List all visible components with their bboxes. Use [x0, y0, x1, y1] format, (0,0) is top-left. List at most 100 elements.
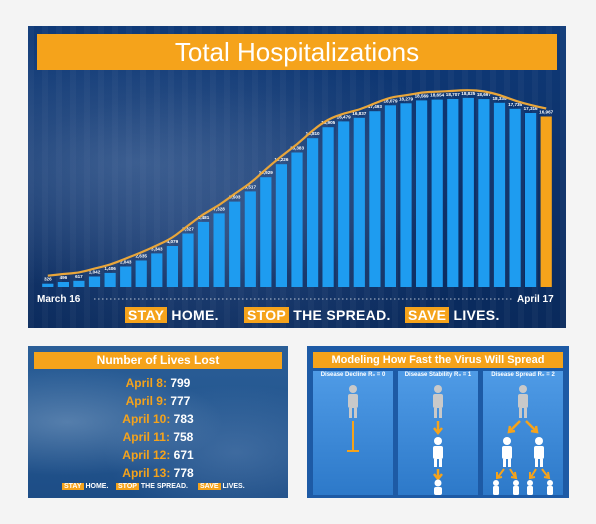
- person-icon: [433, 385, 443, 418]
- column-label: Disease Stability R₀ = 1: [404, 372, 472, 378]
- arrow-down-left-icon: [507, 420, 521, 434]
- slogan-highlight: STOP: [116, 483, 139, 490]
- bar-value-label: 2,043: [120, 260, 132, 265]
- bar: [493, 102, 506, 287]
- bar: [525, 113, 537, 287]
- lives-row: April 12: 671: [28, 448, 288, 462]
- bar-value-label: 17,493: [368, 104, 382, 109]
- slogan-stay-home: STAY HOME.: [125, 307, 219, 323]
- lives-title: Number of Lives Lost: [34, 352, 282, 369]
- spread-model-panel: Modeling How Fast the Virus Will Spread …: [307, 346, 569, 498]
- bar: [540, 116, 552, 287]
- slogan-highlight: SAVE: [405, 307, 450, 323]
- bar: [104, 272, 116, 287]
- bar-value-label: 16,837: [352, 111, 366, 116]
- arrow-down-right-icon: [509, 468, 518, 480]
- lives-value: 758: [173, 430, 194, 444]
- bar: [57, 282, 69, 287]
- person-icon: [433, 437, 443, 467]
- model-column-stability: Disease Stability R₀ = 1: [398, 371, 478, 495]
- bar-value-label: 4,079: [167, 239, 179, 244]
- arrow-down-right-icon: [541, 468, 551, 480]
- model-title: Modeling How Fast the Virus Will Spread: [313, 352, 563, 368]
- arrow-down-left-icon: [529, 468, 537, 480]
- bar: [73, 280, 85, 287]
- lives-date: April 13:: [122, 466, 171, 480]
- bar: [509, 108, 521, 287]
- lives-date: April 8:: [125, 376, 167, 390]
- bar-value-label: 12,226: [274, 157, 288, 162]
- bar: [151, 253, 163, 287]
- model-column-decline: Disease Decline R₀ = 0: [313, 371, 393, 495]
- arrow-down-icon: [433, 421, 443, 436]
- bar: [244, 191, 256, 287]
- bar: [431, 99, 443, 287]
- bar: [213, 213, 225, 287]
- person-icon: [434, 479, 442, 495]
- bar: [182, 233, 194, 287]
- bar-value-label: 5,327: [182, 227, 194, 232]
- person-icon: [493, 480, 499, 495]
- spread-diagram: [493, 385, 553, 495]
- bar: [384, 105, 396, 287]
- lives-value: 783: [173, 412, 194, 426]
- bar: [416, 100, 428, 288]
- bar-value-label: 18,654: [430, 93, 444, 98]
- slogan-rest: HOME.: [167, 307, 219, 323]
- bar: [353, 117, 365, 287]
- lives-date: April 10:: [122, 412, 171, 426]
- bar-value-label: 18,697: [477, 92, 491, 97]
- bar-value-label: 18,707: [446, 92, 460, 97]
- lives-value: 777: [170, 394, 191, 408]
- x-end-label: April 17: [517, 294, 554, 305]
- bar-value-label: 2,635: [135, 254, 147, 259]
- hospital-room-background-image: [28, 346, 288, 498]
- lives-date: April 12:: [122, 448, 171, 462]
- slogan-rest: THE SPREAD.: [289, 307, 391, 323]
- slogan-stop-spread: STOP THE SPREAD.: [244, 307, 391, 323]
- person-icon: [527, 480, 533, 495]
- column-label: Disease Spread R₀ = 2: [491, 372, 555, 378]
- bar: [166, 246, 178, 287]
- lives-value: 799: [170, 376, 191, 390]
- slogan-rest: LIVES.: [220, 483, 245, 490]
- person-icon: [547, 480, 553, 495]
- bar-value-label: 10,929: [259, 170, 273, 175]
- bar-value-label: 14,810: [306, 131, 320, 136]
- bar: [291, 152, 303, 287]
- lives-row: April 10: 783: [28, 412, 288, 426]
- bar: [229, 201, 241, 287]
- slogan-highlight: STOP: [244, 307, 290, 323]
- lives-date: April 11:: [122, 430, 170, 444]
- bar-value-label: 18,825: [461, 91, 475, 96]
- bar-value-label: 18,335: [492, 96, 506, 101]
- bar-value-label: 18,079: [383, 98, 397, 103]
- bar: [447, 99, 459, 287]
- bar: [135, 260, 147, 287]
- bar: [275, 164, 287, 287]
- bar-value-label: 17,316: [524, 106, 538, 111]
- bar-value-label: 617: [75, 274, 83, 279]
- bar-value-label: 1,406: [104, 266, 116, 271]
- slogan-highlight: SAVE: [198, 483, 221, 490]
- lives-value: 778: [173, 466, 194, 480]
- bar-value-label: 13,383: [290, 146, 304, 151]
- chart-title: Total Hospitalizations: [37, 34, 557, 70]
- bar: [88, 276, 101, 287]
- arrow-down-icon: [433, 469, 443, 482]
- bar: [322, 127, 334, 287]
- bar-value-label: 6,481: [198, 215, 210, 220]
- stability-diagram: [433, 385, 443, 495]
- bar: [369, 111, 381, 287]
- decline-diagram: [347, 385, 359, 452]
- bar-value-label: 8,503: [229, 195, 241, 200]
- bar-value-label: 16,479: [337, 114, 351, 119]
- lives-value: 671: [173, 448, 194, 462]
- bar-value-label: 18,279: [399, 96, 413, 101]
- slogan-rest: THE SPREAD.: [138, 483, 188, 490]
- bar-value-label: 1,042: [89, 270, 101, 275]
- slogan-rest: LIVES.: [449, 307, 500, 323]
- hospitalizations-panel: Total Hospitalizations 326 496 617 1,042 1,4…: [28, 26, 566, 328]
- x-start-label: March 16: [37, 294, 81, 305]
- person-icon: [348, 385, 358, 418]
